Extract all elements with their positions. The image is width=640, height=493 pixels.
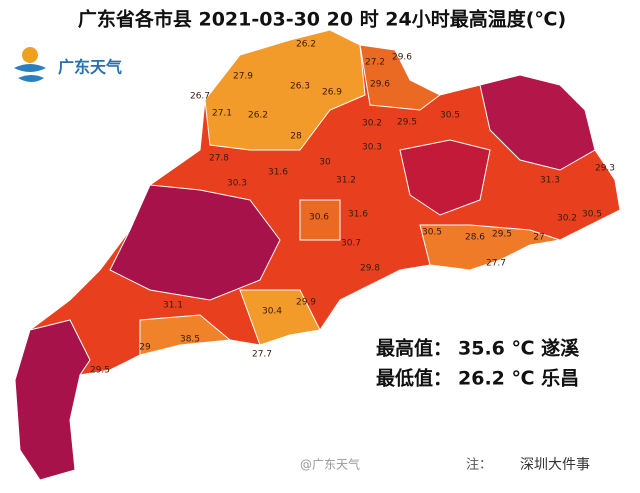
value-label: 26.7 — [190, 92, 210, 102]
value-label: 30.7 — [341, 239, 361, 249]
value-label: 38.5 — [180, 335, 200, 345]
note: 注： — [466, 458, 492, 473]
value-label: 26.2 — [296, 40, 316, 50]
value-label: 26.3 — [290, 82, 310, 92]
value-label: 27 — [533, 233, 544, 243]
value-label: 29 — [139, 343, 151, 353]
value-label: 29.5 — [90, 366, 110, 376]
value-label: 30.3 — [362, 143, 382, 153]
value-label: 30.2 — [557, 214, 577, 224]
value-label: 28.6 — [465, 233, 485, 243]
value-label: 29.9 — [296, 298, 316, 308]
value-label: 31.1 — [163, 301, 183, 311]
value-label: 29.6 — [370, 80, 390, 90]
watermark: @广东天气 — [300, 457, 360, 472]
value-label: 30 — [319, 158, 331, 168]
value-label: 29.5 — [397, 118, 417, 128]
value-label: 30.3 — [227, 179, 247, 189]
value-label: 29.5 — [492, 230, 512, 240]
value-label: 26.2 — [248, 111, 268, 121]
value-label: 29.3 — [595, 164, 615, 174]
value-label: 30.4 — [262, 307, 282, 317]
value-label: 29.6 — [392, 53, 412, 63]
value-label: 30.5 — [440, 111, 460, 121]
stat-label: 最高值： — [376, 337, 452, 360]
value-label: 29.8 — [360, 264, 380, 274]
logo-text: 广东天气 — [58, 58, 122, 77]
value-label: 31.2 — [336, 176, 356, 186]
value-label: 27.7 — [252, 350, 272, 360]
value-label: 26.9 — [322, 88, 342, 98]
regions — [14, 29, 621, 481]
value-label: 28 — [290, 132, 302, 142]
value-label: 30.6 — [309, 213, 329, 223]
value-label: 30.5 — [422, 228, 442, 238]
value-label: 31.6 — [268, 168, 288, 178]
value-label: 27.7 — [486, 259, 506, 269]
value-label: 30.5 — [582, 210, 602, 220]
value-label: 27.8 — [209, 154, 229, 164]
value-label: 31.3 — [540, 176, 560, 186]
logo-icon — [14, 47, 46, 82]
value-label: 27.2 — [365, 58, 385, 68]
value-label: 30.2 — [362, 119, 382, 129]
title: 广东省各市县 2021-03-30 20 时 24小时最高温度(℃) — [78, 8, 566, 31]
stat-label: 最低值： — [376, 367, 452, 390]
source: 深圳大件事 — [520, 457, 590, 473]
value-label: 31.6 — [348, 210, 368, 220]
value-label: 27.9 — [233, 72, 253, 82]
stat-value: 26.2 ℃ 乐昌 — [458, 368, 579, 390]
value-labels: 26.2 27.2 29.6 27.9 26.3 26.9 29.6 26.727.1 26.2… — [90, 40, 615, 376]
stat-value: 35.6 ℃ 遂溪 — [458, 337, 580, 360]
value-label: 27.1 — [212, 109, 232, 119]
